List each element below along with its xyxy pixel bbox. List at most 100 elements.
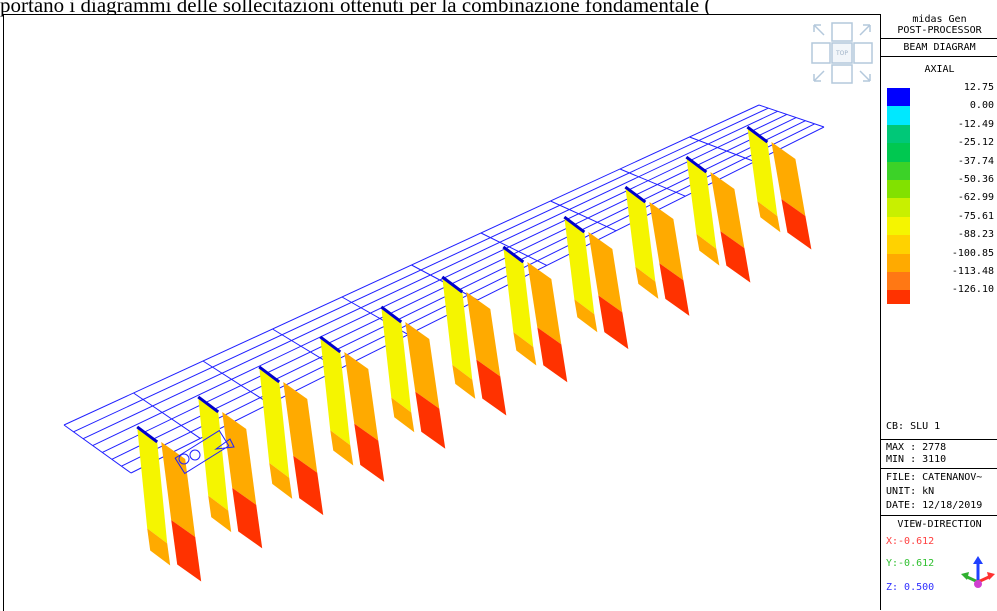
view-direction-x: X:-0.612 (886, 536, 935, 547)
legend-swatch (887, 180, 910, 199)
legend-entry: -12.49 (881, 118, 997, 144)
axial-diagram (527, 262, 568, 383)
diagram-segment (354, 423, 385, 482)
diagram-segment (466, 292, 501, 377)
diagram-segment (137, 426, 168, 544)
diagram-segment (686, 157, 717, 249)
view-direction-y: Y:-0.612 (886, 558, 935, 569)
diagram-type: BEAM DIAGRAM (903, 42, 976, 53)
divider (881, 38, 997, 39)
diagram-segment (588, 232, 623, 313)
legend-value: -50.36 (957, 174, 994, 185)
axis-triad-icon (961, 556, 995, 588)
beam-element (624, 185, 647, 204)
diagram-segment (208, 495, 232, 533)
axial-diagram (502, 245, 537, 366)
axial-diagram (563, 215, 598, 333)
legend-swatch (887, 235, 910, 255)
max-element: MAX : 2778 (886, 442, 947, 453)
diagram-segment (781, 199, 812, 250)
diagram-segment (391, 397, 415, 433)
beam-element (136, 425, 159, 444)
support-symbols (174, 429, 235, 475)
beam-element (197, 395, 220, 414)
legend-entry: -75.61 (881, 210, 997, 236)
diagram-segment (720, 231, 751, 283)
diagram-segment (513, 332, 537, 366)
min-element: MIN : 3110 (886, 454, 947, 465)
axial-diagrams (136, 125, 812, 582)
mesh-line (63, 424, 132, 474)
date-label: DATE: 12/18/2019 (886, 500, 983, 511)
diagram-segment (161, 441, 196, 537)
diagram-segment (147, 528, 171, 566)
axial-diagram (441, 275, 476, 399)
diagram-segment (293, 455, 324, 516)
legend-value: -62.99 (957, 192, 994, 204)
legend-swatch (887, 216, 910, 236)
axial-diagram (588, 232, 629, 350)
axial-diagram (746, 125, 781, 233)
mesh-line (202, 360, 270, 405)
divider (881, 439, 997, 440)
legend-value: 0.00 (969, 100, 994, 112)
legend-value: 12.75 (963, 82, 994, 93)
diagram-segment (598, 295, 629, 350)
axial-diagram (771, 142, 812, 250)
diagram-segment (259, 366, 290, 478)
mesh-line (758, 104, 825, 128)
legend-swatch (887, 143, 910, 163)
diagram-segment (269, 462, 293, 499)
legend-value: -75.61 (957, 210, 994, 222)
legend-value: -113.48 (951, 266, 994, 277)
beam-diagram-scene[interactable] (4, 15, 880, 611)
legend-value: -88.23 (957, 229, 994, 241)
diagram-segment (625, 187, 656, 282)
legend-swatch (887, 161, 910, 181)
unit-label: UNIT: kN (886, 486, 935, 497)
legend-panel: midas Gen POST-PROCESSOR BEAM DIAGRAM AX… (880, 14, 997, 610)
beam-element (380, 305, 403, 324)
diagram-segment (283, 381, 318, 473)
document-caption: portano i diagrammi delle sollecitazioni… (0, 0, 712, 17)
beam-element (563, 215, 586, 234)
legend-swatch (887, 198, 910, 218)
legend-swatch (887, 253, 910, 273)
beam-element (746, 125, 769, 144)
diagram-segment (710, 172, 745, 249)
diagram-segment (537, 327, 568, 383)
divider (881, 56, 997, 57)
axial-diagram (710, 172, 751, 283)
legend-entry: -88.23 (881, 229, 997, 255)
legend-swatch (887, 106, 910, 126)
app-name: midas Gen (912, 14, 967, 25)
beam-element (441, 275, 464, 294)
diagram-segment (476, 359, 507, 416)
beam-element (685, 155, 708, 174)
diagram-segment (564, 217, 595, 315)
divider (881, 468, 997, 469)
legend-entry: -37.74 (881, 156, 997, 181)
legend-entry: -113.48 (881, 266, 997, 291)
diagram-segment (198, 396, 229, 511)
legend-entry: -25.12 (881, 137, 997, 163)
beam-element (258, 365, 281, 384)
legend-value: -25.12 (957, 137, 994, 149)
diagram-segment (452, 364, 476, 399)
beam-element (502, 245, 525, 264)
axial-diagram (405, 321, 446, 449)
diagram-segment (405, 321, 440, 409)
axial-diagram (685, 155, 720, 266)
axial-diagram (380, 305, 415, 433)
legend-swatch (887, 272, 910, 291)
axial-diagram (222, 411, 263, 549)
diagram-segment (320, 336, 351, 446)
axial-diagram (649, 202, 690, 316)
view-cube-icon[interactable]: TOP (810, 21, 874, 85)
diagram-segment (747, 127, 778, 217)
diagram-segment (381, 306, 412, 413)
legend-value: -126.10 (951, 284, 994, 296)
legend-value: -12.49 (957, 118, 994, 130)
mesh-line (689, 136, 755, 163)
model-viewport[interactable]: TOP (3, 14, 880, 611)
